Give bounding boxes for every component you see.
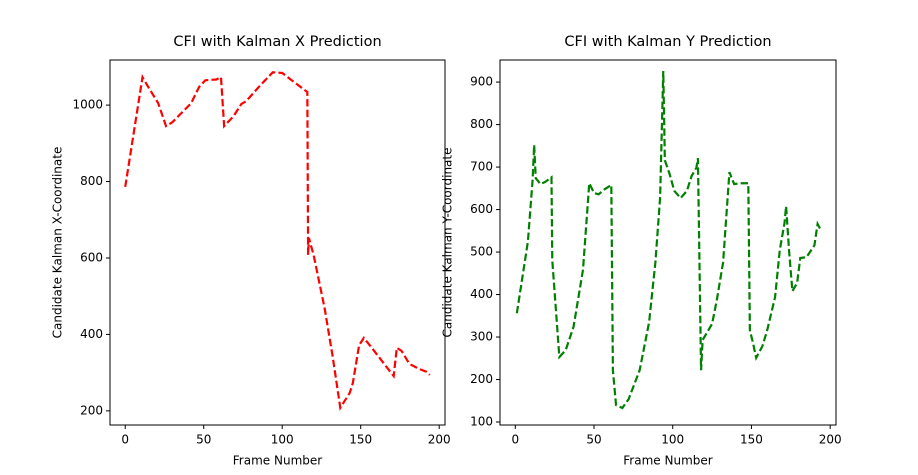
x-tick-label: 200 bbox=[428, 433, 451, 447]
y-tick-label: 800 bbox=[80, 174, 103, 188]
y-tick-label: 700 bbox=[470, 160, 493, 174]
subplot: CFI with Kalman X Prediction Frame Number… bbox=[51, 34, 451, 468]
data-line bbox=[515, 71, 822, 410]
axes-frame bbox=[109, 59, 446, 426]
subplot: CFI with Kalman Y Prediction Frame Number… bbox=[441, 34, 842, 468]
x-axis-label: Frame Number bbox=[233, 454, 322, 468]
y-tick-label: 600 bbox=[470, 202, 493, 216]
chart-title: CFI with Kalman X Prediction bbox=[173, 34, 381, 50]
y-tick-label: 900 bbox=[470, 75, 493, 89]
x-tick-label: 150 bbox=[349, 433, 372, 447]
x-tick-label: 50 bbox=[196, 433, 211, 447]
y-tick-label: 500 bbox=[470, 245, 493, 259]
data-line bbox=[124, 71, 431, 411]
x-axis-label: Frame Number bbox=[623, 454, 712, 468]
y-tick-label: 300 bbox=[470, 330, 493, 344]
y-tick-label: 800 bbox=[470, 117, 493, 131]
y-tick-label: 200 bbox=[80, 403, 103, 417]
y-tick-label: 200 bbox=[470, 372, 493, 386]
x-tick-label: 150 bbox=[740, 433, 763, 447]
y-tick-label: 100 bbox=[470, 415, 493, 429]
y-tick-label: 600 bbox=[80, 250, 103, 264]
x-tick-label: 100 bbox=[271, 433, 294, 447]
x-tick-label: 0 bbox=[121, 433, 129, 447]
y-tick-label: 400 bbox=[80, 327, 103, 341]
x-tick-label: 100 bbox=[661, 433, 684, 447]
y-axis-label: Candidate Kalman Y-Coordinate bbox=[441, 148, 455, 338]
axes-frame bbox=[499, 59, 837, 426]
chart-title: CFI with Kalman Y Prediction bbox=[564, 34, 771, 50]
y-tick-label: 1000 bbox=[72, 98, 103, 112]
y-axis-label: Candidate Kalman X-Coordinate bbox=[51, 147, 65, 339]
x-tick-label: 50 bbox=[586, 433, 601, 447]
x-tick-label: 200 bbox=[819, 433, 842, 447]
x-tick-label: 0 bbox=[511, 433, 519, 447]
y-tick-label: 400 bbox=[470, 287, 493, 301]
